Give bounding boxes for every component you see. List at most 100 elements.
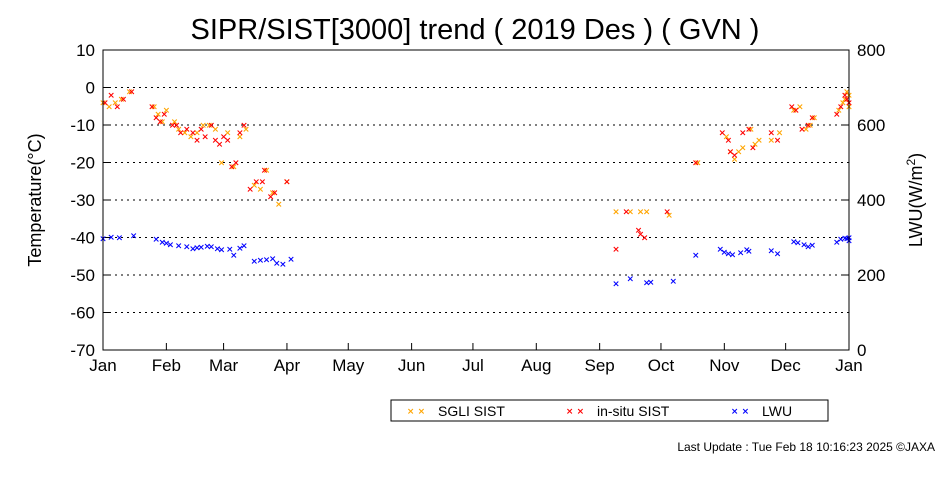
lwu-point: × (627, 274, 635, 284)
x-tick-label: Jul (462, 356, 484, 375)
lwu-point: × (257, 256, 265, 266)
sgli-sist-point: × (835, 106, 843, 116)
sgli-sist-point: × (126, 87, 134, 97)
lwu-point: × (794, 238, 802, 248)
lwu-point: × (230, 251, 238, 261)
lwu-point: × (737, 249, 745, 259)
in-situ-sist-point: × (197, 125, 205, 135)
in-situ-sist-point: × (212, 136, 220, 146)
lwu-point: × (800, 240, 808, 250)
sgli-sist-point: × (627, 207, 635, 217)
in-situ-sist-point: × (663, 207, 671, 217)
sgli-sist-point: × (275, 200, 283, 210)
sgli-sist-point: × (612, 207, 620, 217)
lwu-point: × (774, 249, 782, 259)
in-situ-sist-point: × (719, 129, 727, 139)
last-update-text: Last Update : Tue Feb 18 10:16:23 2025 ©… (677, 440, 935, 454)
data-points: ××××××××××××××××××××××××××××× × ×× ××××××××… (99, 87, 853, 289)
in-situ-sist-point: × (774, 136, 782, 146)
sgli-sist-point: × (154, 110, 162, 120)
lwu-point: × (152, 235, 160, 245)
lwu-point: × (643, 279, 651, 289)
legend-marker-lwu: × × (731, 407, 749, 417)
in-situ-sist-point: × (114, 102, 122, 112)
sgli-sist-point: × (236, 132, 244, 142)
x-tick-label: Nov (709, 356, 740, 375)
legend-marker-sgli-sist: × × (407, 407, 425, 417)
sgli-sist-point: × (776, 129, 784, 139)
lwu-point: × (612, 279, 620, 289)
sgli-sist-point: × (806, 121, 814, 131)
lwu-point: × (263, 256, 271, 266)
in-situ-sist-point: × (731, 151, 739, 161)
sgli-sist-point: × (118, 95, 126, 105)
lwu-point: × (189, 244, 197, 254)
lwu-point: × (167, 240, 175, 250)
sgli-sist-point: × (843, 87, 851, 97)
lwu-point: × (116, 234, 124, 244)
in-situ-sist-point: × (232, 159, 240, 169)
y-axis-title: Temperature(°C) (25, 133, 45, 266)
in-situ-sist-point: × (808, 114, 816, 124)
lwu-point: × (287, 255, 295, 265)
in-situ-sist-point: × (236, 129, 244, 139)
in-situ-sist-point: × (727, 147, 735, 157)
lwu-point: × (273, 259, 281, 269)
x-tick-label: May (332, 356, 365, 375)
lwu-point: × (197, 243, 205, 253)
sgli-sist-point: × (637, 207, 645, 217)
lwu-point: × (725, 249, 733, 259)
in-situ-sist-point: × (768, 129, 776, 139)
in-situ-sist-point: × (843, 95, 851, 105)
sgli-sist-point: × (747, 125, 755, 135)
in-situ-sist-point: × (228, 162, 236, 172)
sgli-sist-point: × (269, 189, 277, 199)
sgli-sist-point: × (739, 144, 747, 154)
in-situ-sist-point: × (745, 125, 753, 135)
in-situ-sist-point: × (246, 185, 254, 195)
in-situ-sist-point: × (208, 121, 216, 131)
in-situ-sist-point: × (641, 234, 649, 244)
in-situ-sist-point: × (788, 102, 796, 112)
y2-axis-title: LWU(W/m2) (904, 153, 926, 247)
lwu-point: × (716, 245, 724, 255)
y-tick-label: -50 (70, 266, 95, 285)
x-tick-label: Sep (585, 356, 615, 375)
sgli-sist-point: × (224, 129, 232, 139)
in-situ-sist-point: × (261, 166, 269, 176)
sgli-sist-point: × (751, 140, 759, 150)
in-situ-sist-point: × (128, 87, 136, 97)
lwu-point: × (692, 251, 700, 261)
in-situ-sist-point: × (169, 121, 177, 131)
sgli-sist-point: × (796, 102, 804, 112)
sgli-sist-point: × (283, 177, 291, 187)
lwu-point: × (240, 241, 248, 251)
y2-axis-title-sup: 2 (904, 159, 918, 166)
in-situ-sist-point: × (152, 114, 160, 124)
lwu-point: × (250, 257, 258, 267)
in-situ-sist-point: × (148, 102, 156, 112)
lwu-point: × (833, 238, 841, 248)
lwu-point: × (729, 250, 737, 260)
lwu-point: × (158, 238, 166, 248)
lwu-point: × (208, 243, 216, 253)
y-tick-label: -70 (70, 341, 95, 360)
chart-title: SIPR/SIST[3000] trend ( 2019 Des ) ( GVN… (191, 14, 760, 46)
in-situ-sist-point: × (841, 91, 849, 101)
sgli-sist-point: × (694, 159, 702, 169)
legend-label-lwu: LWU (762, 403, 792, 419)
in-situ-sist-point: × (240, 121, 248, 131)
y-axis-right: 800 600 400 200 0 (842, 41, 885, 360)
lwu-point: × (203, 242, 211, 252)
sgli-sist-point: × (735, 147, 743, 157)
sgli-sist-point: × (731, 155, 739, 165)
sgli-sist-point: × (768, 136, 776, 146)
lwu-point: × (269, 255, 277, 265)
lwu-point: × (218, 246, 226, 256)
legend: × × SGLI SIST × × in-situ SIST × × LWU (390, 399, 829, 422)
lwu-point: × (768, 247, 776, 257)
legend-label-in-situ-sist: in-situ SIST (597, 403, 670, 419)
y2-tick-label: 800 (857, 41, 885, 60)
in-situ-sist-point: × (637, 230, 645, 240)
in-situ-sist-point: × (189, 129, 197, 139)
